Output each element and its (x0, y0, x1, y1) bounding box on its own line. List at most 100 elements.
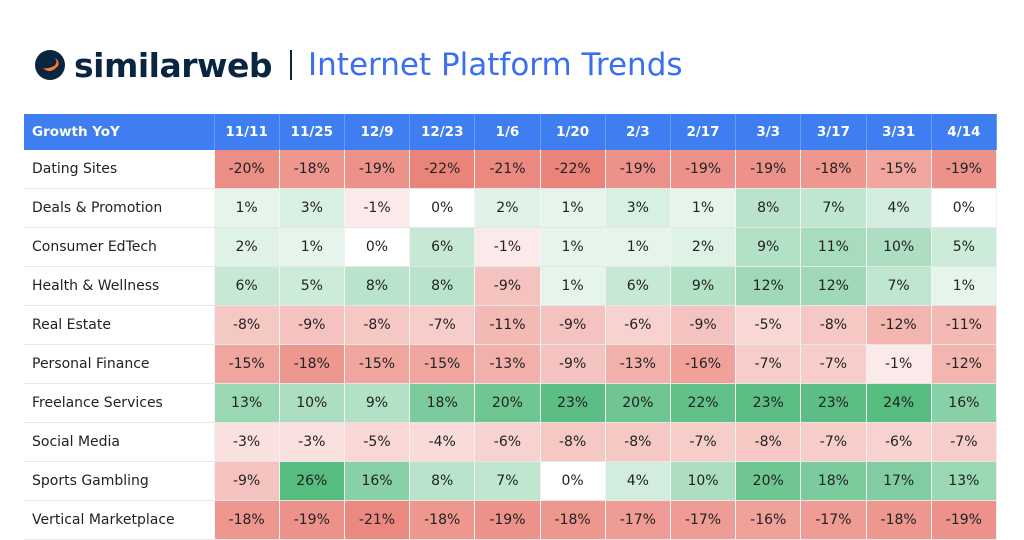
value-cell: 0% (344, 227, 411, 267)
value-cell: -15% (214, 344, 280, 384)
value-cell: -19% (735, 150, 802, 189)
row-label: Social Media (24, 422, 215, 462)
value-cell: 20% (735, 461, 802, 501)
value-cell: -18% (540, 500, 606, 540)
row-label: Personal Finance (24, 344, 215, 384)
value-cell: -13% (605, 344, 671, 384)
value-cell: -20% (214, 150, 280, 189)
value-cell: 1% (931, 266, 998, 306)
value-cell: -4% (409, 422, 476, 462)
value-cell: 1% (540, 188, 606, 228)
row: Health & Wellness 6% 5% 8% 8% -9% 1% 6% 9% 12% 12%… (24, 266, 998, 306)
value-cell: 9% (670, 266, 737, 306)
value-cell: -16% (670, 344, 737, 384)
value-cell: -17% (670, 500, 737, 540)
row: Freelance Services 13% 10% 9% 18% 20% 23% 20% 22… (24, 383, 998, 423)
value-cell: 7% (800, 188, 867, 228)
column-header: Growth YoY (24, 114, 215, 150)
value-cell: 4% (866, 188, 932, 228)
value-cell: 6% (605, 266, 671, 306)
value-cell: 23% (540, 383, 606, 423)
value-cell: 9% (344, 383, 411, 423)
value-cell: 23% (800, 383, 867, 423)
value-cell: 8% (344, 266, 411, 306)
column-header: 3/17 (800, 114, 867, 150)
row: Social Media -3% -3% -5% -4% -6% -8% -8% -7% -8% -… (24, 422, 998, 462)
value-cell: 1% (670, 188, 737, 228)
value-cell: -12% (866, 305, 932, 345)
row: Dating Sites -20% -18% -19% -22% -21% -22% -19%… (24, 150, 998, 189)
value-cell: -6% (866, 422, 932, 462)
value-cell: -11% (931, 305, 998, 345)
value-cell: 1% (279, 227, 345, 267)
column-header: 3/3 (735, 114, 802, 150)
value-cell: -7% (800, 422, 867, 462)
value-cell: 8% (735, 188, 802, 228)
value-cell: 23% (735, 383, 802, 423)
value-cell: 20% (605, 383, 671, 423)
value-cell: 8% (409, 461, 476, 501)
row: Consumer EdTech 2% 1% 0% 6% -1% 1% 1% 2% 9% 11% 10%… (24, 227, 998, 267)
value-cell: 3% (605, 188, 671, 228)
column-header: 12/9 (344, 114, 411, 150)
column-header: 2/17 (670, 114, 737, 150)
value-cell: -13% (474, 344, 541, 384)
value-cell: -7% (735, 344, 802, 384)
value-cell: 1% (540, 266, 606, 306)
row-label: Real Estate (24, 305, 215, 345)
value-cell: 7% (866, 266, 932, 306)
value-cell: 1% (605, 227, 671, 267)
value-cell: -3% (214, 422, 280, 462)
row-label: Sports Gambling (24, 461, 215, 501)
logo (35, 50, 65, 80)
value-cell: 26% (279, 461, 345, 501)
value-cell: 10% (279, 383, 345, 423)
value-cell: 6% (409, 227, 476, 267)
value-cell: -18% (409, 500, 476, 540)
value-cell: -7% (670, 422, 737, 462)
value-cell: -5% (344, 422, 411, 462)
value-cell: -18% (279, 344, 345, 384)
divider (290, 50, 292, 80)
value-cell: -8% (214, 305, 280, 345)
row-label: Dating Sites (24, 150, 215, 189)
value-cell: -15% (344, 344, 411, 384)
value-cell: -6% (474, 422, 541, 462)
value-cell: -18% (800, 150, 867, 189)
value-cell: 20% (474, 383, 541, 423)
value-cell: -9% (279, 305, 345, 345)
trend-table: Growth YoY 11/11 11/25 12/9 12/23 1/6 1/20 2/3 2… (24, 114, 998, 540)
row-label: Vertical Marketplace (24, 500, 215, 540)
value-cell: -9% (474, 266, 541, 306)
column-header: 11/25 (279, 114, 345, 150)
value-cell: 13% (931, 461, 998, 501)
value-cell: -6% (605, 305, 671, 345)
value-cell: 5% (931, 227, 998, 267)
value-cell: 18% (409, 383, 476, 423)
value-cell: 6% (214, 266, 280, 306)
column-header: 3/31 (866, 114, 932, 150)
value-cell: -8% (605, 422, 671, 462)
value-cell: -19% (605, 150, 671, 189)
value-cell: 10% (670, 461, 737, 501)
value-cell: 5% (279, 266, 345, 306)
column-header: 12/23 (409, 114, 476, 150)
value-cell: 11% (800, 227, 867, 267)
value-cell: -9% (540, 344, 606, 384)
value-cell: -11% (474, 305, 541, 345)
value-cell: -7% (409, 305, 476, 345)
value-cell: 22% (670, 383, 737, 423)
value-cell: 16% (931, 383, 998, 423)
brand: similarweb (74, 45, 273, 85)
value-cell: 0% (540, 461, 606, 501)
value-cell: -22% (409, 150, 476, 189)
value-cell: -1% (344, 188, 411, 228)
value-cell: -1% (474, 227, 541, 267)
value-cell: 4% (605, 461, 671, 501)
value-cell: 3% (279, 188, 345, 228)
row: Deals & Promotion 1% 3% -1% 0% 2% 1% 3% 1% 8% 7% 4%… (24, 188, 998, 228)
value-cell: 8% (409, 266, 476, 306)
value-cell: -21% (344, 500, 411, 540)
value-cell: -19% (670, 150, 737, 189)
column-header: 11/11 (214, 114, 280, 150)
